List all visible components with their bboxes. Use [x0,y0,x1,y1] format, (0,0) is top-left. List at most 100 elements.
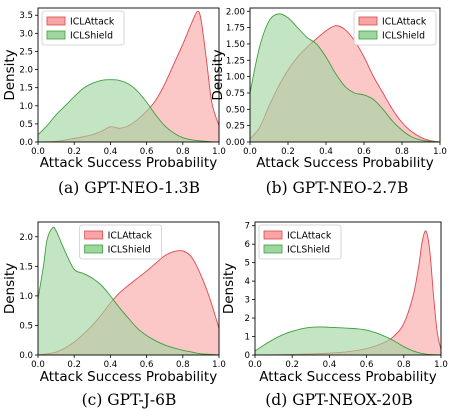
y-tick-label-a: 1.0 [19,102,33,112]
x-tick-label-b: 0.6 [357,147,371,157]
legend-label-iclattack-d: ICLAttack [287,231,332,242]
y-tick-label-b: 0.25 [226,122,245,132]
x-tick-label-c: 0.8 [176,360,190,370]
y-tick-label-d: 4 [245,277,250,287]
legend-swatch-iclattack-c [84,230,104,240]
y-tick-label-a: 3.5 [19,11,33,21]
plot-area-d [255,230,441,355]
legend-swatch-iclshield-c [84,244,104,254]
y-tick-label-c: 2.0 [19,233,33,243]
x-tick-label-a: 1.0 [212,147,226,157]
axes-frame-b [249,7,441,143]
x-tick-label-c: 1.0 [212,360,226,370]
y-axis-label-b: Density [210,49,226,100]
y-tick-label-b: 1.00 [226,73,245,83]
line-iclshield-d [255,326,441,355]
plot-area-b [250,13,440,142]
y-tick-label-d: 5 [245,259,250,269]
legend-swatch-iclshield-d [263,244,283,254]
y-tick-label-d: 6 [245,240,250,250]
legend-swatch-iclshield-b [358,30,378,40]
line-iclshield-b [250,13,440,142]
legend-label-iclshield-d: ICLShield [287,245,330,256]
x-axis-label-c: Attack Success Probability [40,369,217,385]
area-iclattack-d [255,230,441,355]
x-tick-label-b: 0.4 [319,147,333,157]
y-axis-label-a: Density [2,49,18,100]
y-axis-label-c: Density [2,263,18,314]
x-axis-label-d: Attack Success Probability [259,369,436,385]
x-tick-label-a: 0.2 [67,147,81,157]
y-tick-label-b: 1.75 [226,24,245,34]
y-tick-label-b: 0.75 [226,89,245,99]
axes-frame-a [37,7,220,143]
x-tick-label-a: 0.4 [104,147,118,157]
x-tick-label-d: 0.0 [248,360,262,370]
caption-a: (a) GPT-NEO-1.3B [58,179,200,197]
x-tick-label-a: 0.0 [31,147,45,157]
caption-c: (c) GPT-J-6B [82,391,177,409]
x-tick-label-d: 0.8 [397,360,411,370]
y-tick-label-c: 1.5 [19,262,33,272]
panel-b: 0.0 0.2 0.4 0.6 0.8 1.00.000.250.500.751.001.… [210,7,447,171]
legend-c: ICLAttack ICLShield [79,224,163,260]
legend-label-iclattack-b: ICLAttack [382,17,427,28]
x-tick-label-d: 0.4 [323,360,337,370]
legend-swatch-iclattack-a [46,16,66,26]
y-tick-label-b: 1.25 [226,56,245,66]
x-tick-label-d: 1.0 [434,360,448,370]
panel-c: 0.0 0.2 0.4 0.6 0.8 1.0 0.0 0.5 1.0 1.5 2.0 Attack … [2,221,226,385]
y-tick-label-c: 0.5 [19,321,33,331]
x-tick-label-d: 0.6 [360,360,374,370]
x-tick-label-b: 1.0 [433,147,447,157]
x-tick-label-b: 0.8 [395,147,409,157]
legend-label-iclshield-b: ICLShield [382,31,425,42]
area-iclshield-a [38,79,219,142]
y-axis-label-d: Density [221,263,237,314]
legend-swatch-iclattack-d [263,230,283,240]
x-tick-label-c: 0.2 [67,360,81,370]
panel-d: 0.0 0.2 0.4 0.6 0.8 1.0 0 1 2 3 4 5 6 7 Attack Success… [221,221,448,385]
y-tick-label-b: 2.00 [226,7,245,17]
x-tick-label-b: 0.2 [281,147,295,157]
y-tick-label-d: 1 [245,333,250,343]
caption-b: (b) GPT-NEO-2.7B [266,179,409,197]
axes-frame-d [254,221,442,356]
plot-area-a [38,10,219,142]
area-iclattack-a [38,11,219,142]
line-iclshield-a [38,79,219,142]
x-tick-label-b: 0.0 [243,147,257,157]
y-tick-label-a: 2.0 [19,66,33,76]
legend-a: ICLAttack ICLShield [41,10,125,46]
legend-label-iclattack-a: ICLAttack [70,17,115,28]
y-tick-label-d: 2 [245,314,250,324]
y-tick-label-c: 1.0 [19,292,33,302]
y-tick-label-a: 1.5 [19,84,33,94]
legend-swatch-iclattack-b [358,16,378,26]
caption-d: (d) GPT-NEOX-20B [265,391,412,409]
line-iclshield-c [38,226,219,355]
area-iclshield-d [255,326,441,355]
y-tick-label-d: 0 [245,351,250,361]
x-tick-label-a: 0.6 [140,147,154,157]
legend-swatch-iclshield-a [46,30,66,40]
x-tick-label-d: 0.2 [285,360,299,370]
y-tick-label-d: 3 [245,296,250,306]
panel-a: 0.0 0.2 0.4 0.6 0.8 1.0 0.0 0.5 1.0 1.5 2.0 2.5 3.0 3… [2,7,226,171]
y-tick-label-a: 3.0 [19,29,33,39]
y-tick-label-d: 7 [245,222,250,232]
y-tick-label-b: 0.50 [226,105,245,115]
area-iclshield-c [38,227,219,355]
x-tick-label-a: 0.8 [176,147,190,157]
x-tick-label-c: 0.4 [104,360,118,370]
area-iclshield-b [250,13,440,142]
legend-label-iclattack-c: ICLAttack [108,231,153,242]
axes-frame-c [37,221,220,356]
legend-b: ICLAttack ICLShield [353,10,437,46]
plot-area-c [38,226,219,355]
x-tick-label-c: 0.6 [140,360,154,370]
y-tick-label-a: 0.5 [19,120,33,130]
x-axis-label-b: Attack Success Probability [256,155,433,171]
legend-label-iclshield-a: ICLShield [70,31,113,42]
